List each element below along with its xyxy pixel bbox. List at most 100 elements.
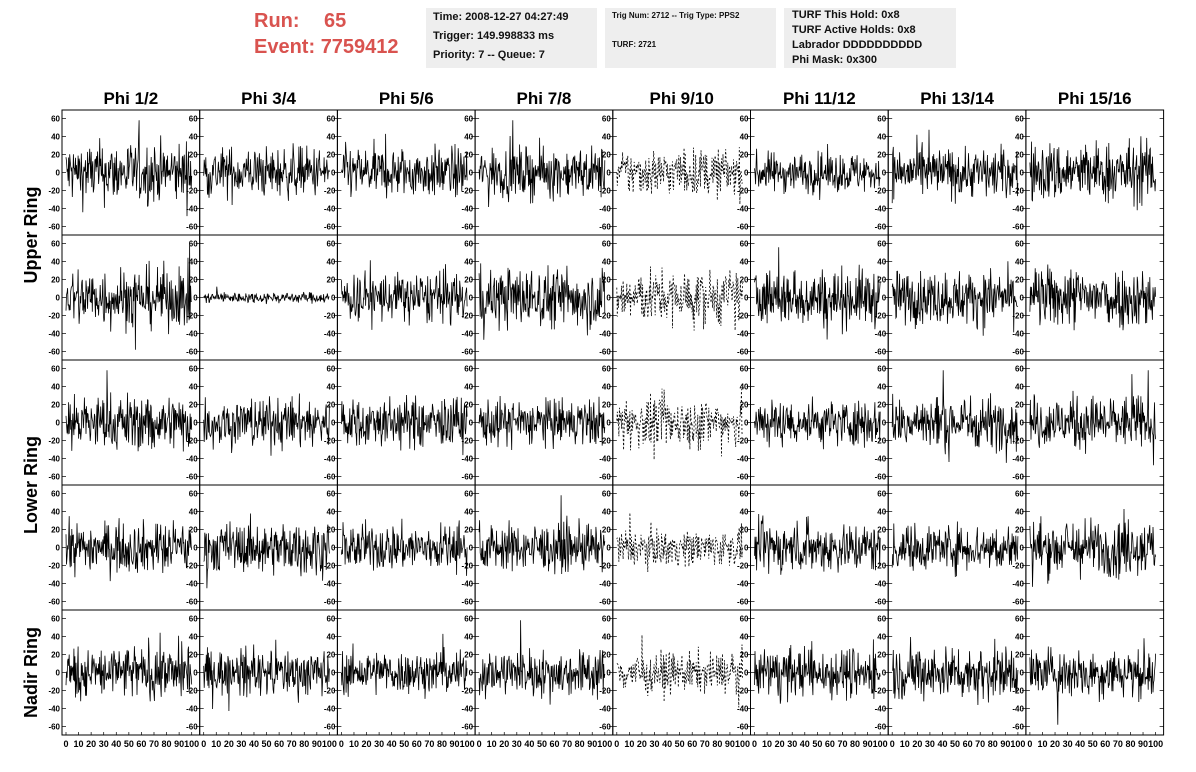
- y-tick-label: 40: [740, 133, 749, 142]
- y-tick-label: 60: [326, 240, 335, 249]
- y-tick-label: -40: [1012, 455, 1024, 464]
- y-tick-label: 40: [464, 133, 473, 142]
- x-tick-label: 60: [274, 739, 284, 749]
- y-tick-label: 20: [326, 276, 335, 285]
- y-tick-label: -40: [462, 705, 474, 714]
- x-tick-label: 60: [825, 739, 835, 749]
- y-tick-label: 60: [326, 490, 335, 499]
- x-tick-label: 90: [863, 739, 873, 749]
- y-tick-label: 60: [189, 615, 198, 624]
- y-tick-label: 0: [744, 669, 749, 678]
- x-tick-label: 20: [86, 739, 96, 749]
- y-tick-label: 40: [1015, 383, 1024, 392]
- y-tick-label: 60: [464, 365, 473, 374]
- x-tick-label: 30: [99, 739, 109, 749]
- y-tick-label: 0: [606, 169, 611, 178]
- x-tick-label: 60: [963, 739, 973, 749]
- y-tick-label: -60: [737, 473, 749, 482]
- y-tick-label: 40: [602, 508, 611, 517]
- y-tick-label: -60: [599, 598, 611, 607]
- y-tick-label: 60: [326, 365, 335, 374]
- y-tick-label: -20: [599, 687, 611, 696]
- waveform-trace: [341, 518, 468, 576]
- y-tick-label: 60: [464, 490, 473, 499]
- y-tick-label: -20: [1012, 562, 1024, 571]
- y-tick-label: -40: [737, 330, 749, 339]
- y-tick-label: -20: [875, 437, 887, 446]
- y-tick-label: 20: [326, 526, 335, 535]
- y-tick-label: -60: [462, 598, 474, 607]
- waveform-trace: [1029, 638, 1156, 725]
- y-tick-label: -20: [324, 187, 336, 196]
- x-tick-label: 30: [236, 739, 246, 749]
- y-tick-label: 0: [1019, 419, 1024, 428]
- y-tick-label: -20: [324, 312, 336, 321]
- column-title: Phi 11/12: [783, 89, 856, 108]
- y-tick-label: 60: [326, 615, 335, 624]
- x-tick-label: 90: [450, 739, 460, 749]
- x-tick-label: 100: [597, 739, 612, 749]
- x-tick-label: 0: [890, 739, 895, 749]
- waveform-trace: [754, 513, 881, 575]
- y-tick-label: -60: [324, 223, 336, 232]
- y-tick-label: 40: [326, 133, 335, 142]
- y-tick-label: 0: [469, 669, 474, 678]
- time-text: Time: 2008-12-27 04:27:49: [433, 11, 569, 23]
- y-tick-label: -20: [48, 187, 60, 196]
- y-tick-label: 0: [744, 544, 749, 553]
- y-tick-label: -40: [48, 330, 60, 339]
- y-tick-label: -20: [737, 312, 749, 321]
- y-tick-label: -40: [599, 455, 611, 464]
- y-tick-label: 20: [602, 151, 611, 160]
- y-tick-label: 40: [189, 508, 198, 517]
- y-tick-label: 0: [469, 294, 474, 303]
- y-tick-label: 60: [740, 115, 749, 124]
- column-title: Phi 15/16: [1058, 89, 1132, 108]
- y-tick-label: -40: [186, 205, 198, 214]
- x-tick-label: 100: [1148, 739, 1163, 749]
- x-tick-label: 70: [837, 739, 847, 749]
- y-tick-label: 40: [740, 383, 749, 392]
- waveform-trace: [1029, 370, 1156, 466]
- y-tick-label: 0: [331, 294, 336, 303]
- event-label: Event:: [254, 36, 316, 58]
- y-tick-label: 20: [51, 276, 60, 285]
- waveform-trace: [616, 634, 743, 708]
- y-tick-label: 40: [464, 258, 473, 267]
- y-tick-label: 0: [331, 544, 336, 553]
- y-tick-label: -60: [599, 223, 611, 232]
- y-tick-label: 40: [326, 633, 335, 642]
- y-tick-label: -40: [737, 580, 749, 589]
- column-title: Phi 1/2: [103, 89, 158, 108]
- y-tick-label: -20: [599, 562, 611, 571]
- y-tick-label: 0: [882, 544, 887, 553]
- x-tick-label: 10: [349, 739, 359, 749]
- y-tick-label: 40: [740, 508, 749, 517]
- waveform-trace: [203, 393, 330, 456]
- y-tick-label: 40: [602, 633, 611, 642]
- y-tick-label: -40: [324, 330, 336, 339]
- y-tick-label: -20: [186, 687, 198, 696]
- x-tick-label: 80: [299, 739, 309, 749]
- waveform-trace: [891, 636, 1019, 706]
- y-tick-label: -60: [48, 223, 60, 232]
- y-tick-label: -60: [875, 723, 887, 732]
- x-tick-label: 80: [1125, 739, 1135, 749]
- y-tick-label: 40: [877, 383, 886, 392]
- x-tick-label: 0: [614, 739, 619, 749]
- y-tick-label: 60: [602, 490, 611, 499]
- y-tick-label: 60: [740, 240, 749, 249]
- y-tick-label: 40: [326, 508, 335, 517]
- x-tick-label: 30: [650, 739, 660, 749]
- x-tick-label: 30: [925, 739, 935, 749]
- y-tick-label: 40: [1015, 258, 1024, 267]
- y-tick-label: -60: [324, 723, 336, 732]
- x-tick-label: 50: [262, 739, 272, 749]
- x-tick-label: 50: [399, 739, 409, 749]
- time-info-box: Time: 2008-12-27 04:27:49 Trigger: 149.9…: [426, 8, 597, 68]
- y-tick-label: -60: [599, 473, 611, 482]
- turf-info-box: TURF This Hold: 0x8 TURF Active Holds: 0…: [784, 8, 956, 68]
- y-tick-label: -20: [48, 687, 60, 696]
- y-tick-label: -40: [737, 455, 749, 464]
- y-tick-label: -20: [186, 437, 198, 446]
